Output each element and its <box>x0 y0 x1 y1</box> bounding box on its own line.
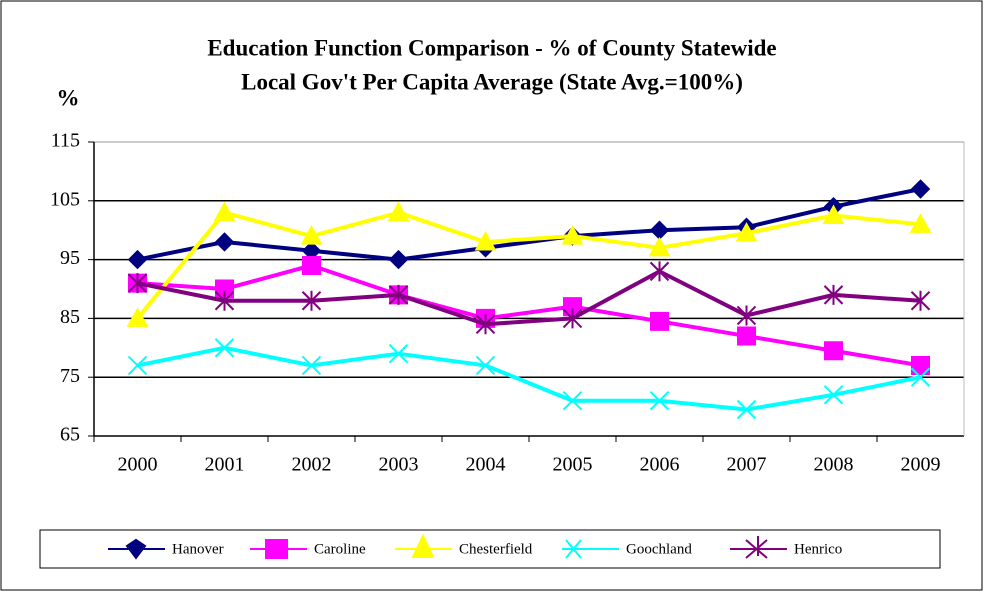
legend-box <box>39 529 941 569</box>
marker <box>648 236 671 257</box>
chart-subtitle: Local Gov't Per Capita Average (State Av… <box>241 69 743 94</box>
marker <box>561 225 584 245</box>
marker <box>562 391 583 411</box>
marker <box>302 255 321 275</box>
marker <box>213 201 236 222</box>
legend-label: Hanover <box>172 541 224 557</box>
series-line <box>137 269 921 327</box>
series-line <box>137 187 921 262</box>
x-tick-label: 2000 <box>118 454 158 476</box>
legend-marker <box>125 538 147 560</box>
x-tick-label: 2007 <box>727 454 767 476</box>
marker <box>823 284 844 305</box>
marker <box>388 343 409 364</box>
marker <box>909 213 932 233</box>
legend-marker <box>411 533 435 558</box>
y-tick-label: 85 <box>60 306 80 328</box>
marker <box>301 355 322 376</box>
marker <box>650 311 669 331</box>
marker <box>127 249 148 270</box>
legend-label: Chesterfield <box>459 541 533 557</box>
legend-marker <box>565 539 582 559</box>
marker <box>822 204 845 224</box>
y-tick-label: 95 <box>60 247 80 269</box>
legend-marker <box>745 536 768 559</box>
x-tick-label: 2008 <box>814 454 854 476</box>
marker <box>735 222 758 242</box>
y-axis-label: % <box>57 85 80 110</box>
y-tick-label: 105 <box>50 188 80 210</box>
x-tick-label: 2001 <box>205 454 245 476</box>
marker <box>214 338 235 358</box>
marker <box>910 290 931 311</box>
marker <box>214 290 235 311</box>
marker <box>823 385 844 405</box>
legend-label: Goochland <box>626 541 692 557</box>
series-line <box>135 210 921 320</box>
marker <box>737 326 756 346</box>
x-tick-label: 2009 <box>901 454 941 476</box>
marker <box>475 314 496 335</box>
marker <box>127 355 148 376</box>
marker <box>214 232 235 252</box>
marker <box>475 355 496 376</box>
marker <box>736 305 757 326</box>
marker <box>387 201 410 222</box>
marker <box>126 307 149 327</box>
marker <box>649 391 670 411</box>
legend-label: Caroline <box>314 541 366 557</box>
legend-marker <box>265 539 288 559</box>
series-line <box>137 263 921 368</box>
marker <box>388 249 409 270</box>
y-tick-label: 65 <box>60 424 80 446</box>
x-tick-label: 2006 <box>640 454 680 476</box>
marker <box>736 399 757 420</box>
x-tick-label: 2005 <box>553 454 593 476</box>
x-tick-label: 2003 <box>379 454 419 476</box>
marker <box>127 273 148 294</box>
y-tick-label: 75 <box>60 365 80 387</box>
marker <box>388 284 409 305</box>
marker <box>649 261 670 282</box>
marker <box>300 225 323 245</box>
legend-label: Henrico <box>794 541 842 557</box>
marker <box>824 341 843 361</box>
y-tick-label: 115 <box>51 130 80 152</box>
chart-title: Education Function Comparison - % of Cou… <box>207 35 776 60</box>
marker <box>562 308 583 329</box>
marker <box>474 230 497 251</box>
marker <box>910 179 931 199</box>
marker <box>910 367 931 387</box>
marker <box>301 290 322 311</box>
series-line <box>137 345 921 412</box>
x-tick-label: 2004 <box>466 454 506 476</box>
x-tick-label: 2002 <box>292 454 332 476</box>
